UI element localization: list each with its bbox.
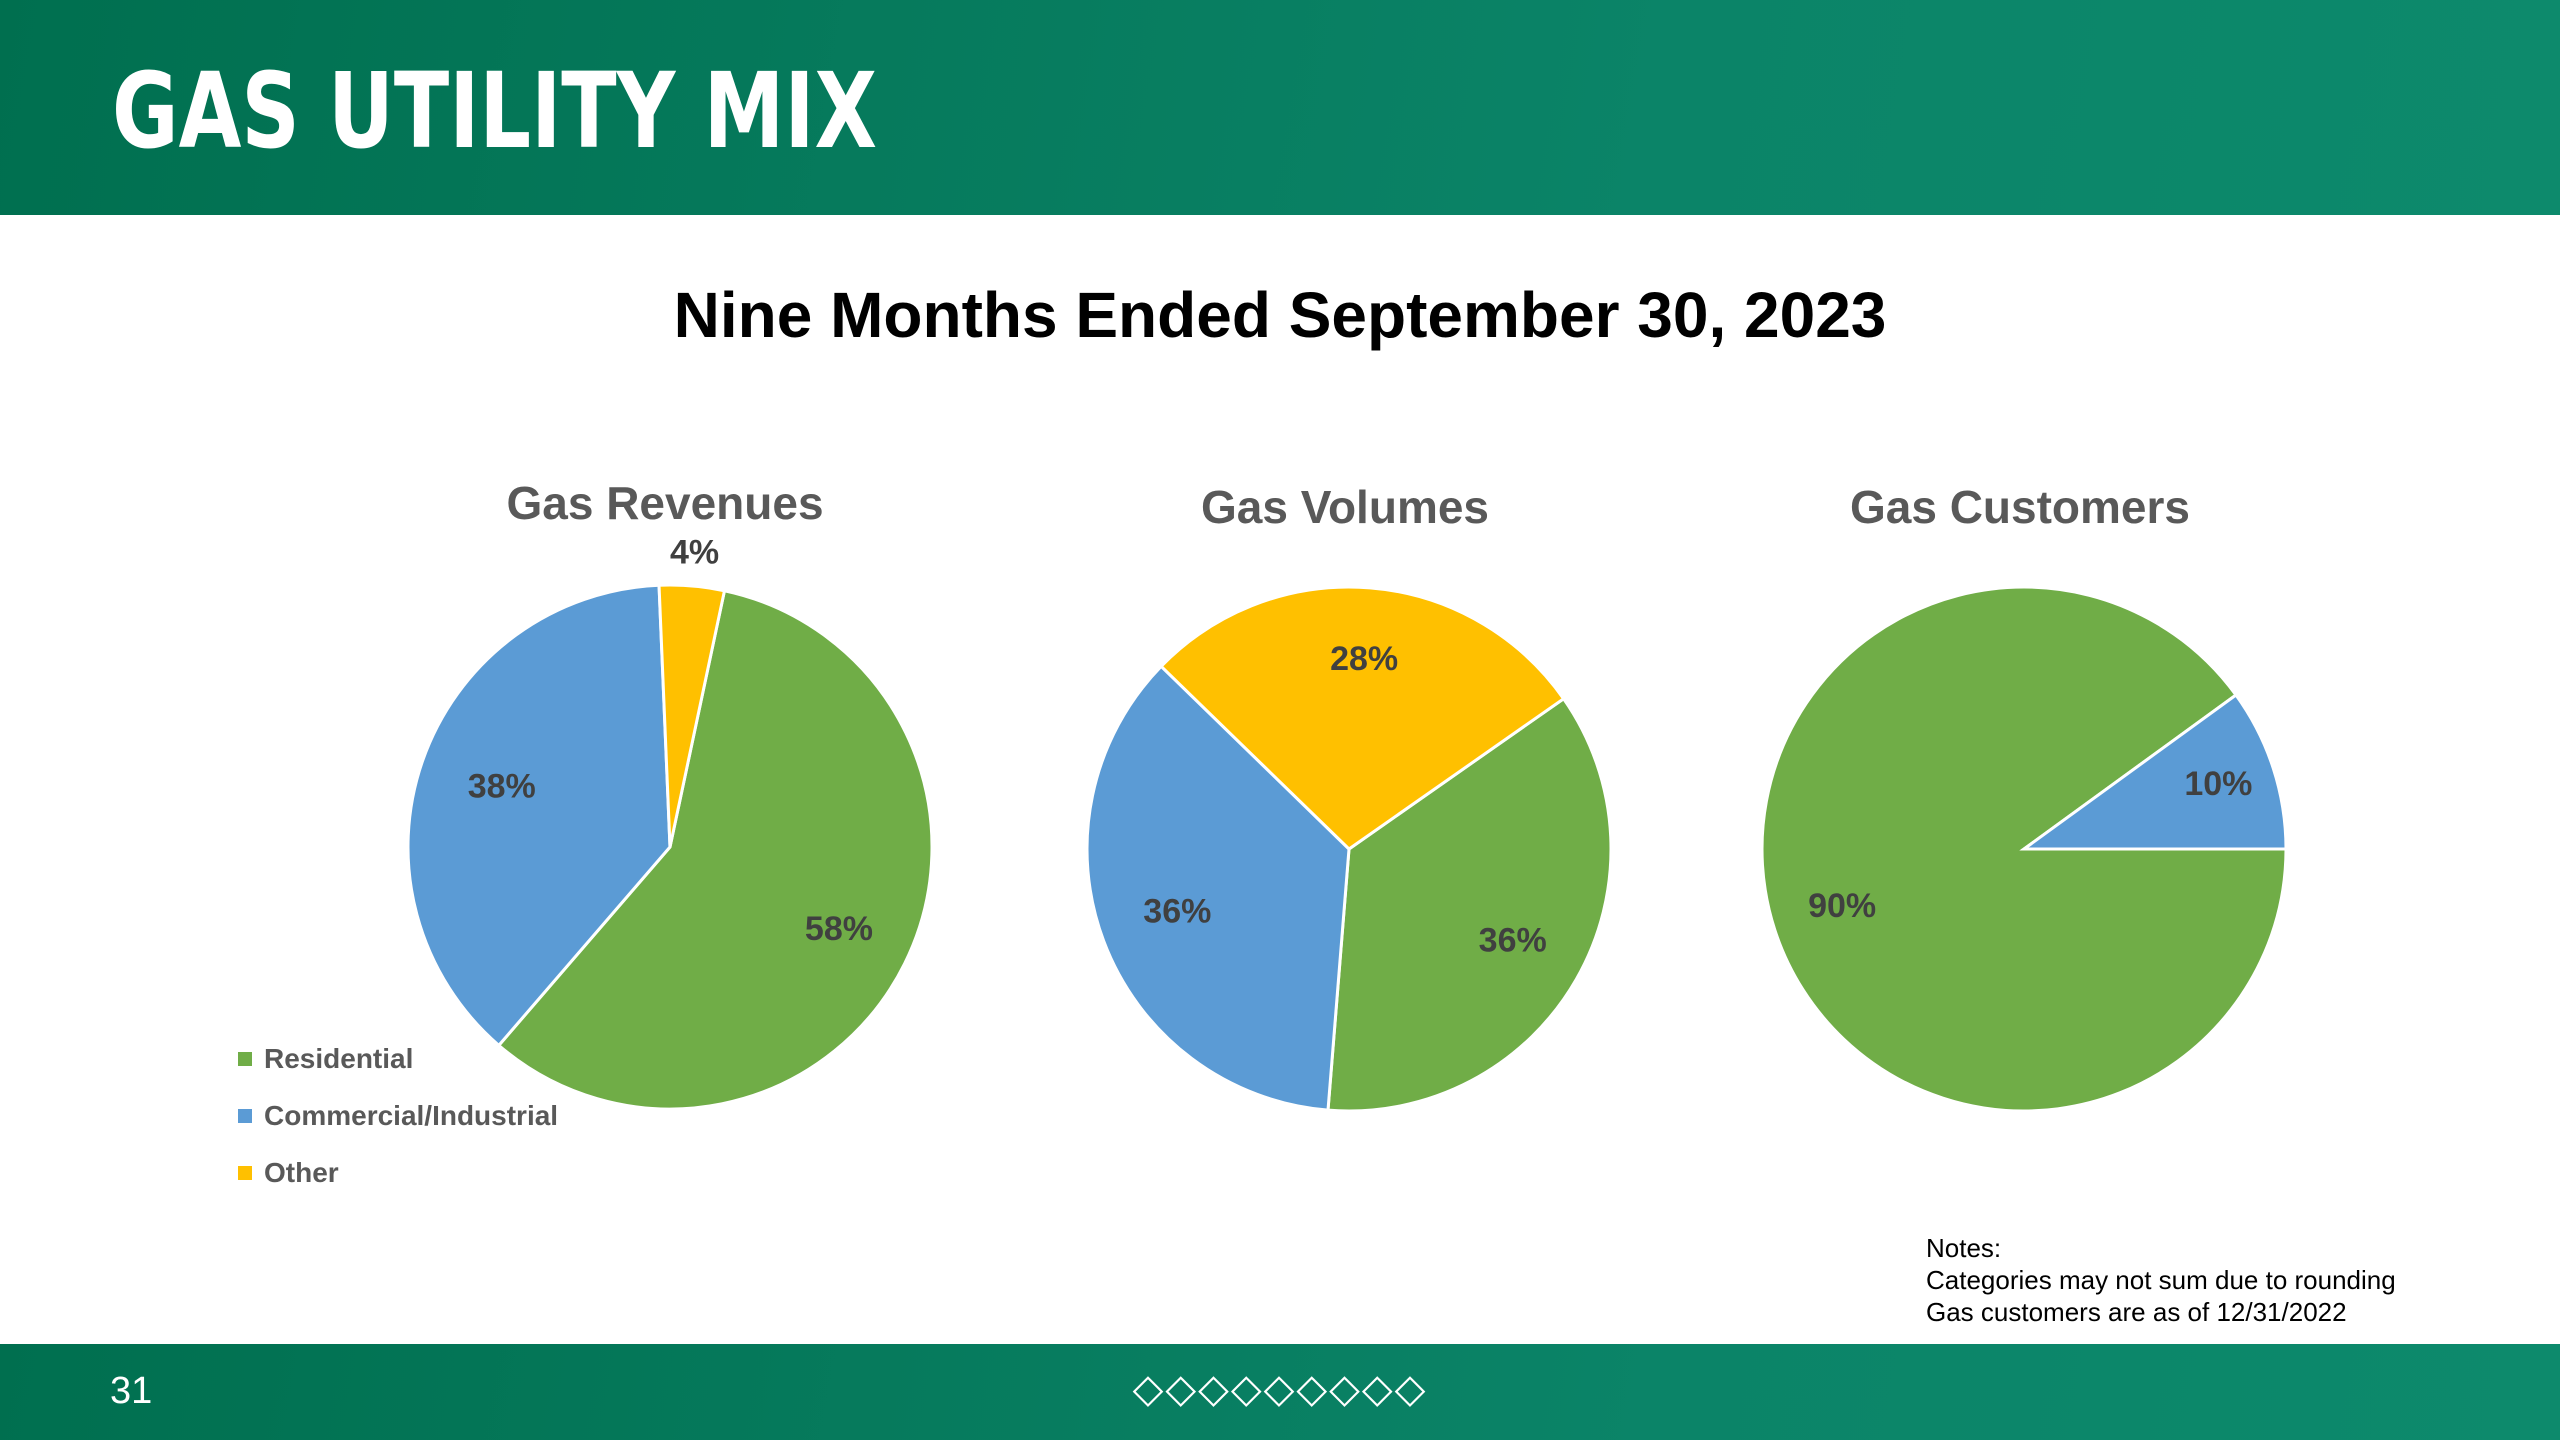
data-label-gas-customers-residential: 90% [1808, 887, 1876, 925]
pie-slice-gas-volumes-residential [1326, 696, 1613, 1113]
notes-heading: Notes: [1926, 1233, 2002, 1263]
page-number: 31 [110, 1370, 153, 1412]
period-subtitle: Nine Months Ended September 30, 2023 [673, 279, 1887, 351]
legend-label-commercial: Commercial/Industrial [264, 1099, 559, 1131]
pie-slice-gas-volumes-other [1159, 585, 1566, 851]
legend-item-other: Other [238, 1144, 558, 1201]
footer-diamond-ornament: ◇◇◇◇◇◇◇◇◇ [1132, 1366, 1428, 1412]
legend-swatch-commercial [238, 1108, 252, 1123]
data-label-gas-volumes-other: 28% [1330, 640, 1398, 678]
footer-bar [0, 1344, 2560, 1440]
data-label-gas-volumes-commercial-industrial: 36% [1143, 893, 1211, 931]
data-label-gas-customers-commercial-industrial: 10% [2184, 765, 2252, 803]
data-label-gas-revenues-residential: 58% [805, 910, 873, 948]
pie-slice-gas-revenues-residential [496, 588, 934, 1111]
data-label-gas-revenues-other: 4% [670, 534, 719, 572]
notes-line-2: Gas customers are as of 12/31/2022 [1926, 1297, 2347, 1327]
pie-slice-gas-revenues-other [657, 583, 727, 848]
legend-swatch-other [238, 1165, 252, 1180]
notes-line-1: Categories may not sum due to rounding [1926, 1265, 2396, 1295]
chart-title-customers: Gas Customers [1849, 481, 2190, 533]
legend-label-other: Other [264, 1156, 339, 1188]
legend-item-residential: Residential [238, 1030, 558, 1087]
legend-item-commercial: Commercial/Industrial [238, 1087, 558, 1144]
legend-label-residential: Residential [264, 1042, 414, 1074]
legend: Residential Commercial/Industrial Other [238, 1030, 558, 1201]
legend-swatch-residential [238, 1051, 252, 1066]
chart-title-volumes: Gas Volumes [1200, 481, 1490, 533]
page-title: GAS UTILITY MIX [112, 50, 878, 172]
pie-slice-gas-customers-commercial-industrial [2019, 692, 2288, 851]
header-bar [0, 0, 2560, 215]
pie-slice-gas-volumes-commercial-industrial [1085, 664, 1351, 1112]
pie-slice-gas-revenues-commercial-industrial [406, 583, 672, 1048]
chart-title-revenues: Gas Revenues [506, 477, 824, 529]
data-label-gas-revenues-commercial-industrial: 38% [468, 767, 536, 805]
notes: Notes: Categories may not sum due to rou… [1926, 1232, 2396, 1328]
data-label-gas-volumes-residential: 36% [1479, 922, 1547, 960]
